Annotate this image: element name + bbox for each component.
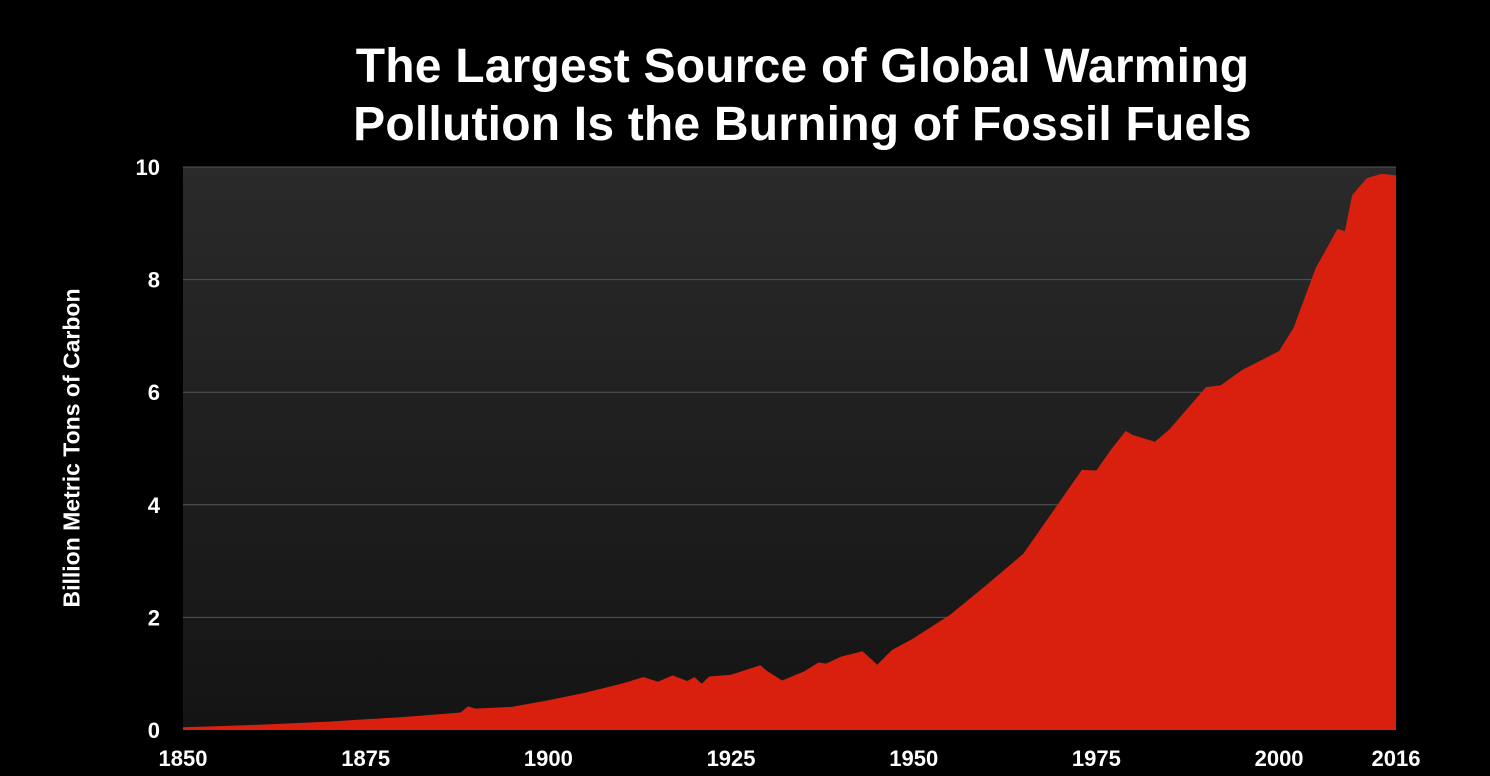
x-axis-ticks: 1850 1875 1900 1925 1950 1975 2000 2016 [159,746,1421,771]
area-layer [183,173,1396,731]
y-axis-ticks: 0 2 4 6 8 10 [136,155,161,743]
x-tick-label-1950: 1950 [889,746,938,771]
x-tick-label-1850: 1850 [159,746,208,771]
x-tick-label-1925: 1925 [707,746,756,771]
y-tick-label-8: 8 [148,268,160,293]
emissions-area [183,173,1396,731]
x-tick-label-1900: 1900 [524,746,573,771]
x-tick-label-1875: 1875 [341,746,390,771]
x-tick-label-2016: 2016 [1372,746,1421,771]
y-tick-label-4: 4 [148,493,161,518]
y-tick-label-10: 10 [136,155,160,180]
chart-title-line-1: The Largest Source of Global Warming [355,40,1250,93]
chart-title: The Largest Source of Global Warming Pol… [0,38,1490,154]
x-tick-label-2000: 2000 [1255,746,1304,771]
chart-title-line-2: Pollution Is the Burning of Fossil Fuels [353,98,1252,151]
x-tick-label-1975: 1975 [1072,746,1121,771]
y-tick-label-2: 2 [148,605,160,630]
y-tick-label-6: 6 [148,380,160,405]
y-tick-label-0: 0 [148,718,160,743]
